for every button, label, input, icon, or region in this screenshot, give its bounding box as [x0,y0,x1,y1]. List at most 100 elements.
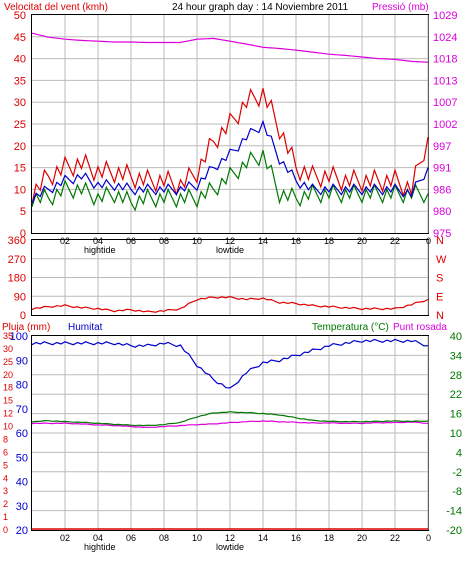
temperature-tick-label: -8 [452,486,462,498]
time-tick-label: 12 [225,236,235,246]
rain-tick-label: 12 [3,409,13,419]
humidity-tick-label: 30 [16,501,28,513]
direction-tick-label: 90 [14,291,26,303]
temperature-tick-label: 28 [450,370,462,382]
time-tick-label: 08 [159,533,169,543]
rain-tick-label: 35 [3,331,13,341]
time-tick-label: 14 [258,236,268,246]
wind-min-line [31,150,429,212]
compass-tick-label: S [436,273,443,285]
dewpoint-line [31,420,428,429]
pressure-tick-label: 1013 [433,75,457,87]
pressure-tick-label: 1029 [433,10,457,22]
temperature-tick-label: 10 [450,428,462,440]
time-tick-label: 16 [291,533,301,543]
pressure-tick-label: 1007 [433,97,457,109]
rain-tick-label: 10 [3,422,13,432]
wind-tick-label: 50 [14,10,26,22]
pressure-tick-label: 997 [433,141,451,153]
temperature-tick-label: 40 [450,331,462,343]
grid-lines [32,15,429,530]
rain-tick-label: 6 [3,447,8,457]
humidity-line [31,338,429,389]
pressure-line [31,32,429,63]
time-tick-label: 16 [291,236,301,246]
time-tick-label: 18 [324,236,334,246]
humidity-tick-label: 90 [16,355,28,367]
time-tick-label: 0 [426,533,431,543]
compass-tick-label: N [436,235,444,247]
rain-tick-label: 0 [3,525,8,535]
pressure-tick-label: 1018 [433,54,457,66]
direction-tick-label: 270 [8,254,26,266]
tide-label: lowtide [216,245,244,255]
humidity-tick-label: 70 [16,404,28,416]
pressure-tick-label: 975 [433,228,451,240]
direction-tick-label: 0 [20,310,26,322]
wind-average-line [31,119,429,204]
temperature-tick-label: 34 [450,350,462,362]
time-tick-label: 02 [60,236,70,246]
temperature-tick-label: 4 [456,447,462,459]
rain-tick-label: 30 [3,344,13,354]
pressure-tick-label: 980 [433,206,451,218]
time-tick-label: 12 [225,533,235,543]
wind-tick-label: 20 [14,141,26,153]
temperature-tick-label: -2 [452,467,462,479]
time-tick-label: 0 [426,236,431,246]
humidity-tick-label: 60 [16,428,28,440]
time-tick-label: 22 [390,236,400,246]
time-tick-label: 02 [60,533,70,543]
humidity-tick-label: 20 [16,525,28,537]
wind-tick-label: 15 [14,163,26,175]
temperature-tick-label: 22 [450,389,462,401]
graph-date-title: 24 hour graph day : 14 Noviembre 2011 [172,2,348,13]
wind-title: Velocitat del vent (kmh) [4,2,108,13]
wind-gust-line [31,87,429,205]
rain-tick-label: 2 [3,499,8,509]
wind-tick-label: 35 [14,75,26,87]
time-tick-label: 20 [357,533,367,543]
temperature-tick-label: -14 [446,506,462,518]
time-tick-label: 04 [93,236,103,246]
wind-tick-label: 40 [14,54,26,66]
rain-tick-label: 5 [3,460,8,470]
time-tick-label: 20 [357,236,367,246]
tide-label: lowtide [216,542,244,552]
compass-tick-label: N [436,310,444,322]
rain-tick-label: 20 [3,370,13,380]
rain-title: Pluja (mm) [2,322,50,333]
pressure-title: Pressió (mb) [372,2,429,13]
pressure-tick-label: 1002 [433,119,457,131]
temperature-tick-label: 16 [450,409,462,421]
temperature-line [31,411,429,427]
pressure-tick-label: 1024 [433,32,457,44]
wind-tick-label: 10 [14,184,26,196]
time-tick-label: 10 [192,236,202,246]
tide-label: hightide [84,245,116,255]
tide-label: hightide [84,542,116,552]
humidity-tick-label: 40 [16,477,28,489]
compass-tick-label: E [436,291,443,303]
humidity-title: Humitat [68,322,103,333]
time-tick-label: 22 [390,533,400,543]
direction-tick-label: 360 [8,235,26,247]
humidity-tick-label: 100 [10,331,28,343]
rain-tick-label: 18 [3,383,13,393]
rain-tick-label: 1 [3,512,8,522]
plot-lines [31,32,429,530]
wind-tick-label: 0 [20,228,26,240]
temperature-tick-label: -20 [446,525,462,537]
wind-tick-label: 25 [14,119,26,131]
time-tick-label: 06 [126,533,136,543]
rain-tick-label: 25 [3,357,13,367]
time-tick-label: 06 [126,236,136,246]
time-tick-label: 18 [324,533,334,543]
pressure-tick-label: 991 [433,163,451,175]
temperature-title: Temperatura (°C) [312,322,389,333]
rain-tick-label: 8 [3,434,8,444]
direction-tick-label: 180 [8,273,26,285]
humidity-tick-label: 50 [16,452,28,464]
time-tick-label: 08 [159,236,169,246]
